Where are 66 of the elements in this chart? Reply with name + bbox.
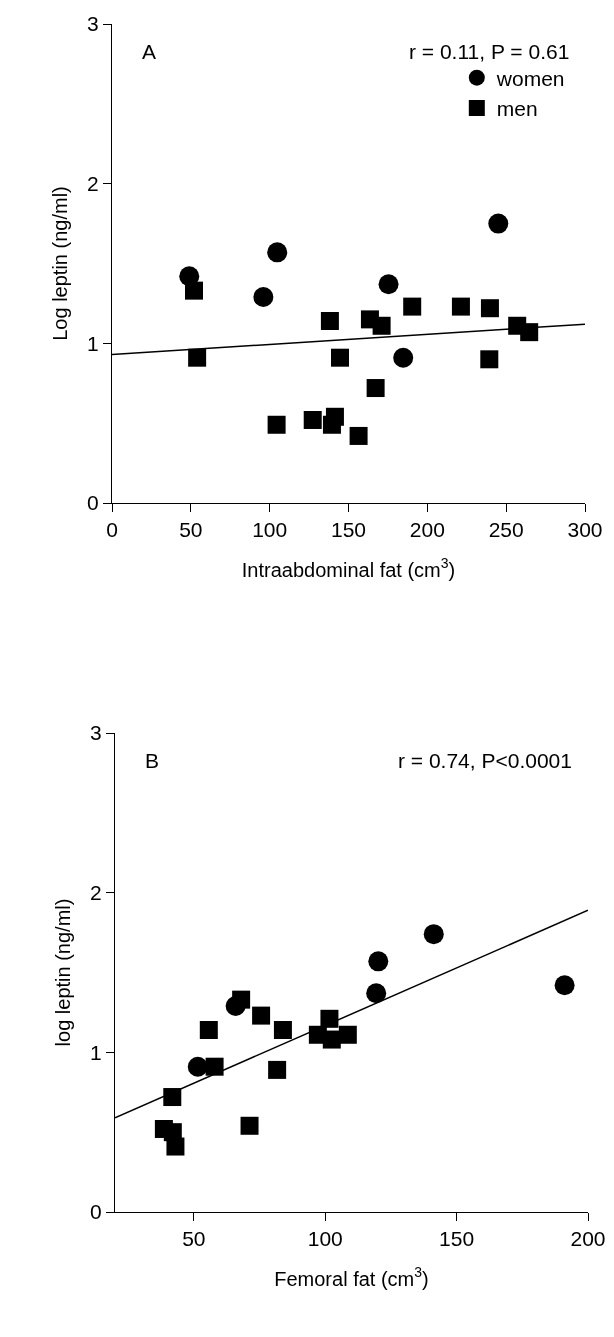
y-tick-label: 1	[90, 1040, 102, 1064]
x-axis-title: Femoral fat (cm$^{3}$)	[274, 1264, 429, 1290]
point	[320, 311, 339, 330]
annotation: B	[145, 749, 160, 772]
x-tick-label: 50	[182, 1227, 206, 1251]
point	[338, 1025, 357, 1044]
point	[480, 350, 499, 369]
point	[267, 415, 286, 434]
point	[225, 996, 246, 1017]
x-tick-label: 150	[330, 518, 367, 542]
point	[320, 1009, 339, 1028]
point	[179, 266, 200, 287]
point	[303, 410, 322, 429]
y-tick-label: 3	[90, 721, 102, 745]
y-tick-label: 2	[87, 172, 99, 196]
point	[253, 287, 274, 308]
x-tick-label: 300	[567, 518, 603, 542]
point	[188, 348, 207, 367]
point	[423, 924, 444, 945]
y-tick-label: 2	[90, 881, 102, 905]
point	[199, 1020, 218, 1039]
x-tick-label: 0	[106, 518, 118, 542]
point	[451, 297, 470, 316]
x-tick-label: 100	[307, 1227, 343, 1251]
point	[366, 983, 387, 1004]
point	[368, 951, 389, 972]
point	[372, 316, 391, 335]
x-tick-label: 250	[488, 518, 524, 542]
point	[163, 1088, 182, 1107]
point	[520, 323, 539, 342]
point	[273, 1020, 292, 1039]
x-tick-label: 50	[179, 518, 203, 542]
legend-label: men	[496, 97, 538, 121]
point	[322, 1030, 341, 1049]
point	[240, 1116, 259, 1135]
annotation: r = 0.11, P = 0.61	[409, 40, 570, 63]
point	[187, 1056, 208, 1077]
y-tick-label: 0	[87, 491, 99, 515]
y-tick-label: 1	[87, 331, 99, 355]
point	[480, 299, 499, 318]
annotation: A	[142, 40, 157, 63]
point	[366, 379, 385, 398]
point	[403, 297, 422, 316]
point	[554, 975, 575, 996]
point	[488, 213, 509, 234]
x-axis-title: Intraabdominal fat (cm$^{3}$)	[241, 555, 456, 581]
point	[330, 348, 349, 367]
x-tick-label: 150	[439, 1227, 475, 1251]
x-tick-label: 200	[409, 518, 445, 542]
y-axis-title: log leptin (ng/ml)	[51, 898, 74, 1047]
y-axis-title: Log leptin (ng/ml)	[48, 186, 71, 341]
point	[252, 1006, 271, 1025]
point	[267, 242, 288, 263]
point	[349, 426, 368, 445]
legend-label: women	[495, 66, 565, 90]
x-tick-label: 100	[252, 518, 288, 542]
y-tick-label: 3	[87, 12, 99, 36]
annotation: r = 0.74, P<0.0001	[398, 749, 572, 772]
point	[378, 274, 399, 295]
point	[166, 1137, 185, 1156]
y-tick-label: 0	[90, 1200, 102, 1224]
point	[268, 1060, 287, 1079]
point	[322, 415, 341, 434]
point	[393, 347, 414, 368]
point	[205, 1057, 224, 1076]
x-tick-label: 200	[570, 1227, 606, 1251]
